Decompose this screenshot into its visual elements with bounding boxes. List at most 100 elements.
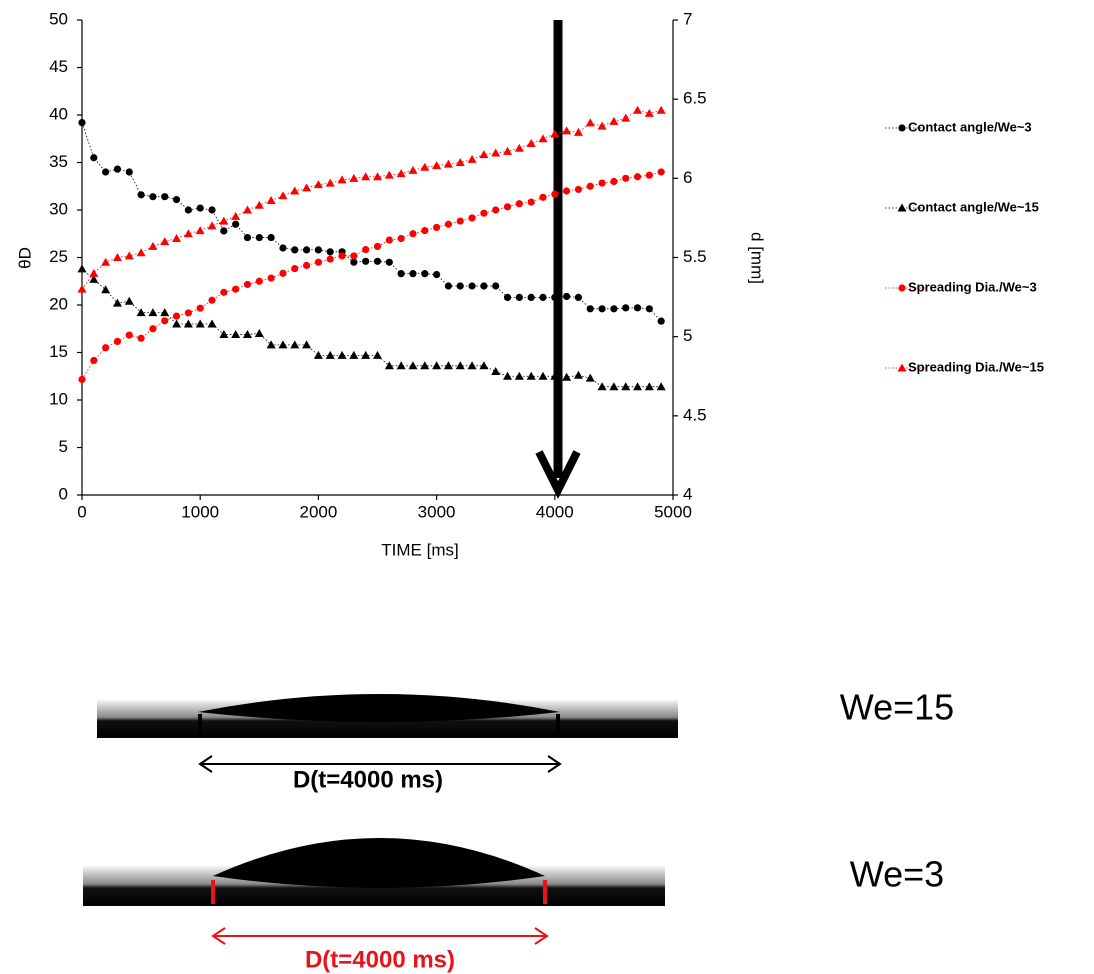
marker [539, 293, 547, 301]
marker [562, 126, 572, 135]
marker [492, 282, 500, 290]
marker [124, 251, 134, 260]
marker [136, 308, 146, 317]
marker [656, 382, 666, 391]
marker [183, 319, 193, 328]
marker [409, 270, 417, 278]
marker [242, 329, 252, 338]
droplet [213, 838, 545, 888]
x-tick-label: 1000 [181, 502, 219, 521]
marker [172, 312, 181, 320]
dimension-arrow [198, 755, 213, 773]
marker [468, 214, 476, 222]
marker [267, 233, 275, 242]
marker [338, 252, 346, 260]
marker [373, 172, 382, 181]
marker [242, 205, 252, 214]
marker [514, 143, 524, 152]
marker [480, 209, 488, 217]
marker [279, 269, 287, 277]
marker [526, 139, 536, 147]
marker [266, 340, 276, 349]
dimension-arrow [534, 927, 549, 945]
marker [125, 331, 133, 339]
marker [373, 350, 382, 359]
marker [503, 146, 513, 155]
marker [396, 361, 406, 370]
marker [456, 217, 464, 225]
marker [337, 175, 347, 184]
y-tick-label: 15 [49, 342, 68, 361]
marker [195, 226, 205, 235]
marker [408, 361, 418, 370]
marker [597, 121, 607, 130]
marker [125, 168, 133, 176]
marker [420, 162, 430, 171]
marker [645, 171, 653, 179]
y-tick-label: 5 [59, 437, 68, 456]
marker [456, 282, 464, 290]
marker [443, 361, 453, 370]
series-line [81, 109, 662, 290]
marker [467, 361, 477, 370]
marker [302, 246, 311, 254]
marker [610, 305, 618, 313]
marker [208, 206, 216, 214]
marker [408, 165, 418, 174]
marker [302, 261, 311, 270]
marker [102, 168, 110, 176]
marker [112, 298, 122, 307]
marker [231, 329, 241, 338]
marker [160, 308, 170, 317]
marker [467, 154, 477, 163]
marker [362, 257, 370, 265]
marker [633, 382, 643, 391]
marker [77, 264, 87, 273]
marker [585, 118, 595, 127]
marker [527, 293, 535, 301]
marker [350, 258, 358, 266]
marker [622, 174, 630, 182]
marker [396, 169, 406, 178]
marker [479, 361, 489, 370]
marker [585, 373, 595, 382]
marker [172, 319, 182, 328]
series-line [81, 122, 662, 322]
marker [302, 183, 312, 192]
marker [291, 264, 299, 273]
marker [90, 154, 98, 162]
x-tick-label: 4000 [536, 502, 574, 521]
legend-marker [898, 284, 906, 292]
legend-marker [897, 363, 907, 372]
marker [313, 180, 323, 189]
marker [657, 317, 665, 325]
marker [610, 177, 618, 186]
marker [349, 350, 359, 359]
y2-tick-label: 6 [683, 168, 692, 187]
marker [137, 334, 145, 342]
marker [219, 216, 229, 225]
marker [551, 293, 559, 301]
marker [609, 116, 619, 125]
marker [137, 191, 145, 199]
marker [420, 361, 430, 370]
marker [232, 285, 240, 293]
marker [563, 187, 571, 195]
marker [433, 271, 441, 279]
marker [421, 270, 429, 278]
dimension-arrow [211, 927, 226, 945]
caption: D(t=4000 ms) [293, 766, 443, 793]
marker [491, 148, 501, 157]
marker [149, 325, 157, 333]
y-tick-label: 0 [59, 484, 68, 503]
marker [562, 372, 572, 381]
marker [337, 350, 347, 359]
marker [468, 282, 476, 290]
legend-label: Spreading Dia./We~15 [908, 359, 1044, 374]
marker [278, 191, 288, 200]
marker [574, 185, 583, 194]
y2-tick-label: 5.5 [683, 247, 707, 266]
y-tick-label: 40 [49, 104, 68, 123]
